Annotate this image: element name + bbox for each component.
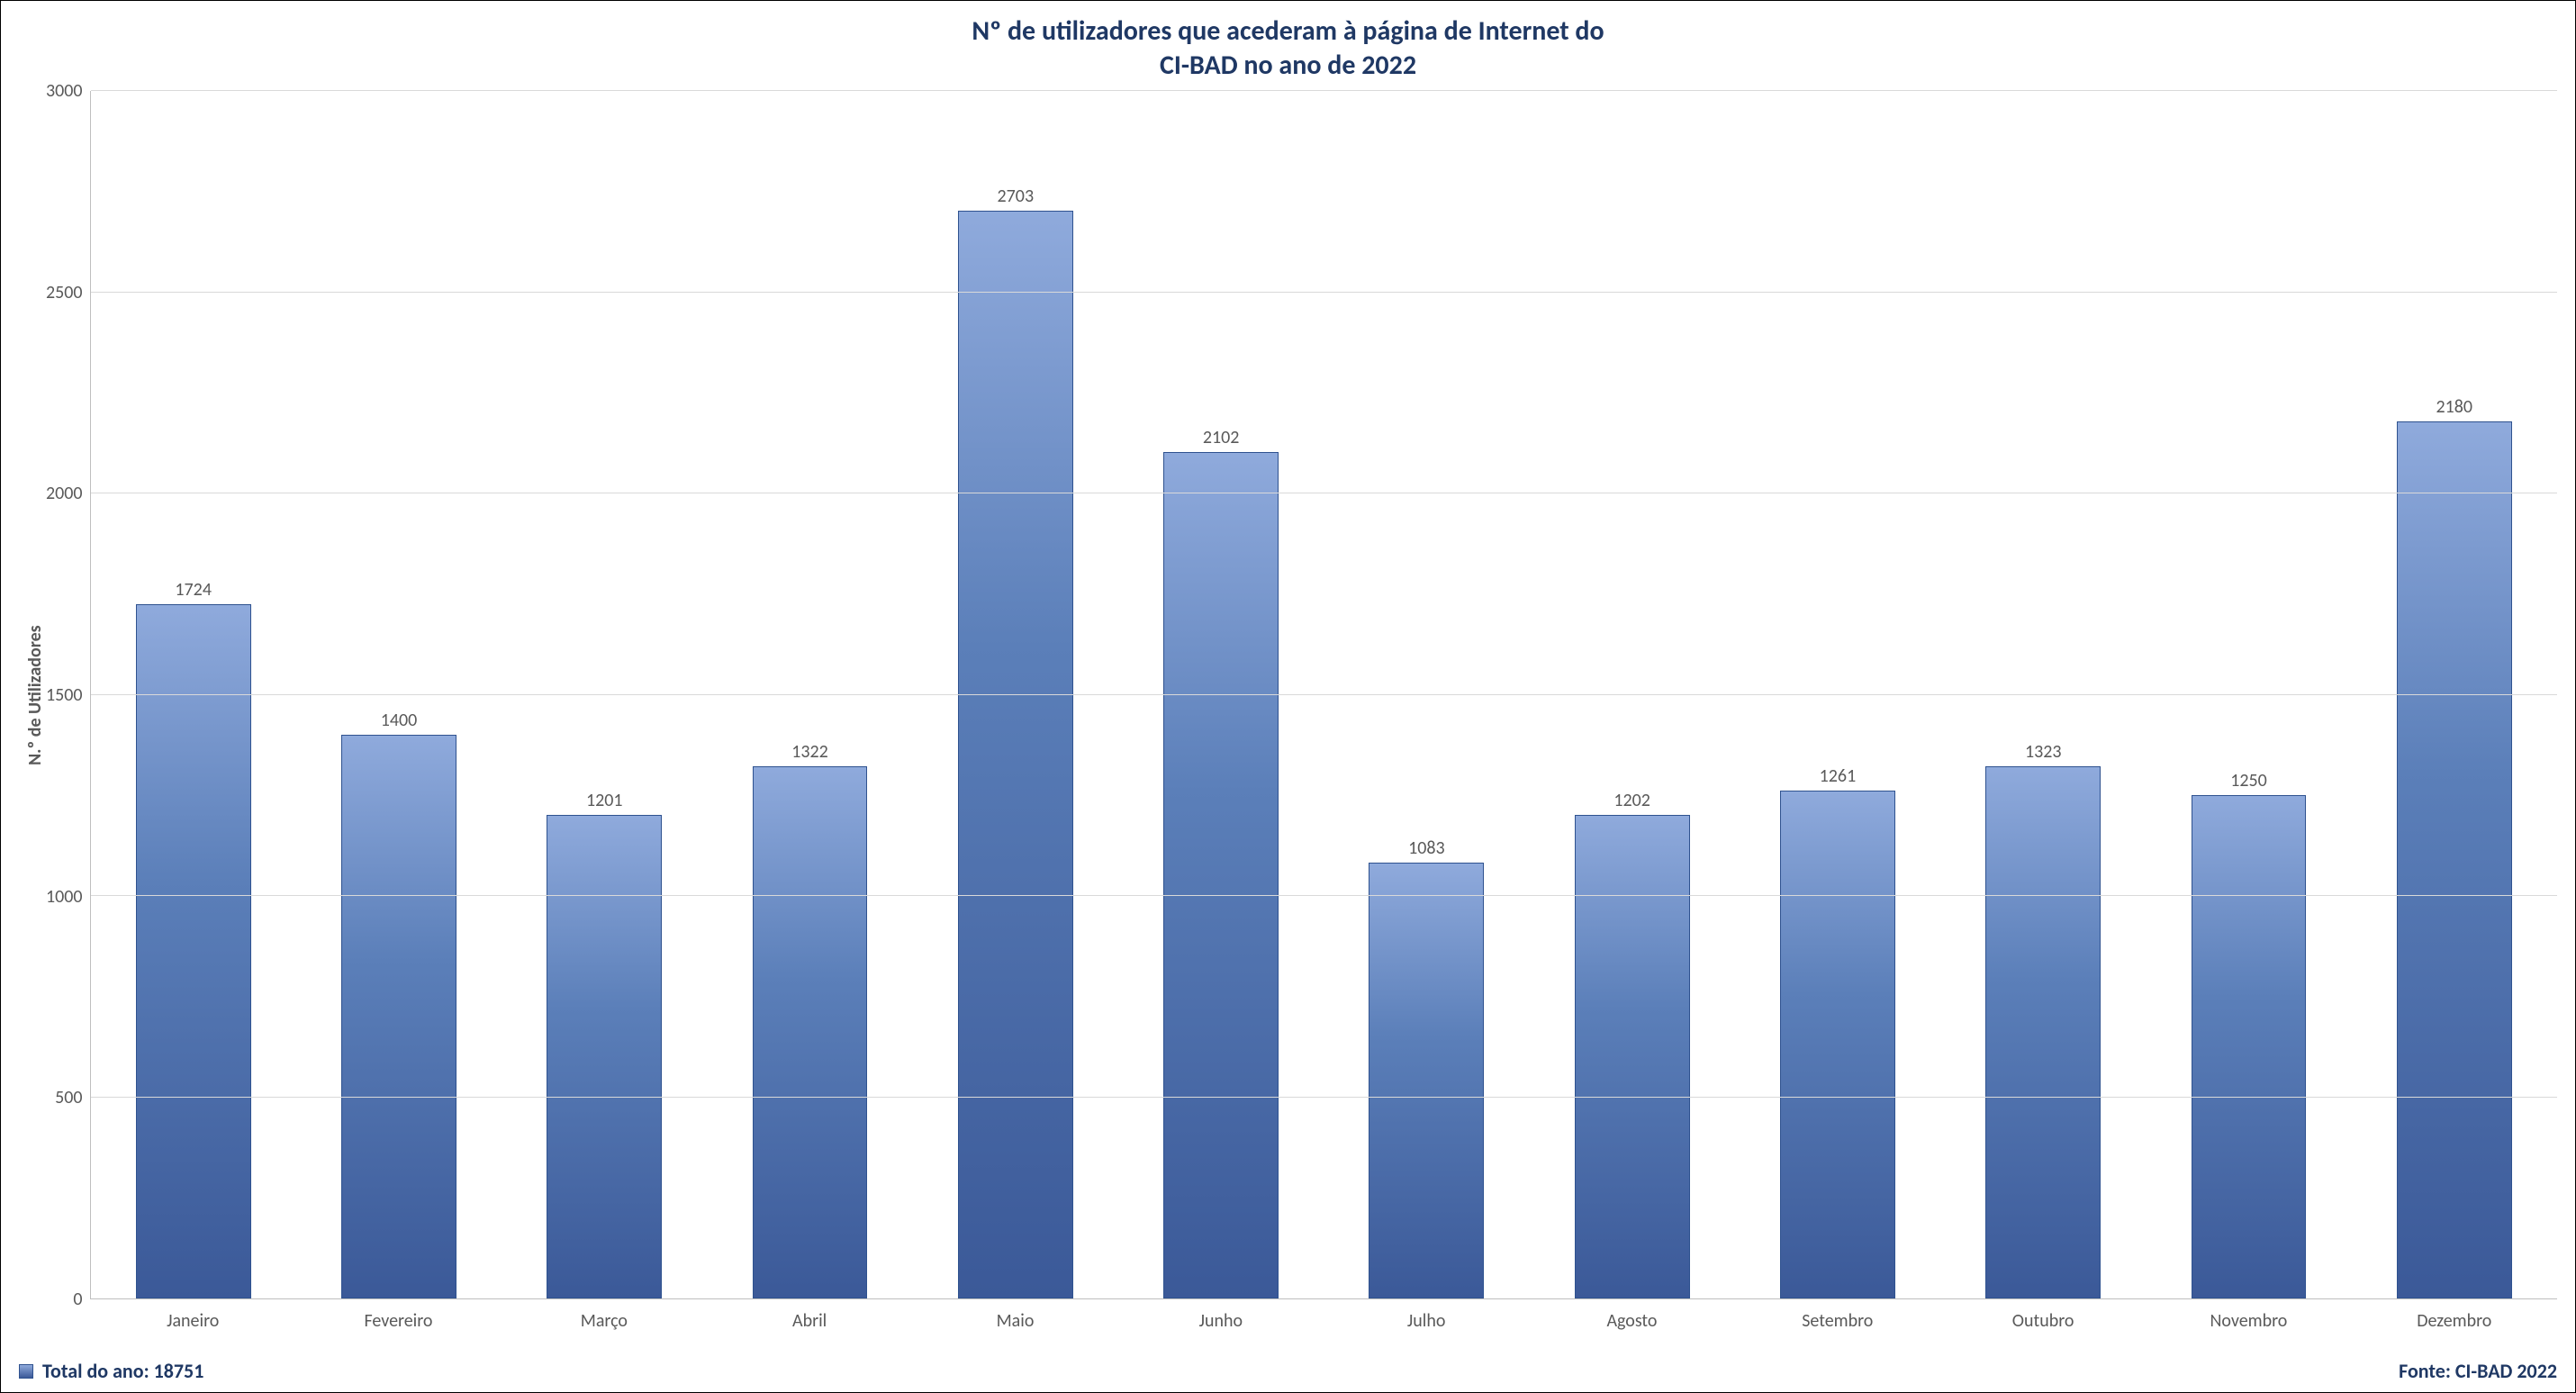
bar-slot: 2703 xyxy=(913,91,1118,1298)
bar-value-label: 1202 xyxy=(1613,790,1650,811)
legend-swatch xyxy=(19,1364,33,1379)
x-axis-label: Junho xyxy=(1118,1310,1324,1332)
x-axis-label: Dezembro xyxy=(2352,1310,2557,1332)
bar-value-label: 1250 xyxy=(2230,770,2267,791)
bar-slot: 2180 xyxy=(2352,91,2557,1298)
x-axis-label: Outubro xyxy=(1940,1310,2146,1332)
bar xyxy=(1575,815,1690,1298)
bar xyxy=(136,604,251,1298)
bar xyxy=(341,735,456,1298)
chart-body: N.º de Utilizadores 30002500200015001000… xyxy=(19,91,2557,1299)
bar-value-label: 1400 xyxy=(381,710,418,731)
bar-value-label: 1261 xyxy=(1820,765,1857,787)
bar-slot: 1083 xyxy=(1324,91,1529,1298)
bar xyxy=(1163,452,1279,1298)
x-axis-row: JaneiroFevereiroMarçoAbrilMaioJunhoJulho… xyxy=(19,1299,2557,1332)
chart-title: Nº de utilizadores que acederam à página… xyxy=(19,14,2557,82)
chart-frame: Nº de utilizadores que acederam à página… xyxy=(0,0,2576,1393)
bar-value-label: 1724 xyxy=(175,579,212,601)
x-axis-label: Janeiro xyxy=(90,1310,295,1332)
bar xyxy=(547,815,662,1298)
bar-value-label: 1083 xyxy=(1408,837,1445,859)
bar-value-label: 1323 xyxy=(2025,741,2062,763)
bar xyxy=(2192,795,2307,1298)
bar-value-label: 1322 xyxy=(791,741,828,763)
x-axis-label: Novembro xyxy=(2146,1310,2351,1332)
legend-text: Total do ano: 18751 xyxy=(42,1359,203,1383)
chart-title-line1: Nº de utilizadores que acederam à página… xyxy=(972,14,1604,48)
x-axis-label: Abril xyxy=(707,1310,912,1332)
bar xyxy=(2397,421,2512,1298)
grid-line xyxy=(91,292,2557,293)
x-axis-label: Setembro xyxy=(1735,1310,1940,1332)
bars-container: 1724 1400 1201 1322 2703 2102 1083 1202 1261 1323… xyxy=(91,91,2557,1298)
grid-line xyxy=(91,694,2557,695)
y-axis-ticks: 300025002000150010005000 xyxy=(46,91,90,1299)
chart-title-line2: CI-BAD no ano de 2022 xyxy=(1160,49,1416,82)
y-axis-label: N.º de Utilizadores xyxy=(19,91,46,1299)
x-axis-label: Julho xyxy=(1324,1310,1529,1332)
bar-slot: 1261 xyxy=(1735,91,1940,1298)
bar-slot: 1322 xyxy=(707,91,912,1298)
bar-slot: 1400 xyxy=(296,91,502,1298)
bar-slot: 1201 xyxy=(502,91,707,1298)
source-text: Fonte: CI-BAD 2022 xyxy=(2399,1359,2557,1383)
x-axis-label: Março xyxy=(502,1310,707,1332)
chart-footer: Total do ano: 18751 Fonte: CI-BAD 2022 xyxy=(19,1359,2557,1383)
grid-line xyxy=(91,1097,2557,1098)
bar-slot: 1323 xyxy=(1940,91,2146,1298)
bar-value-label: 2102 xyxy=(1203,427,1240,448)
x-axis-label: Maio xyxy=(912,1310,1117,1332)
x-axis-labels: JaneiroFevereiroMarçoAbrilMaioJunhoJulho… xyxy=(90,1310,2557,1332)
x-axis-label: Fevereiro xyxy=(295,1310,501,1332)
bar-slot: 1724 xyxy=(91,91,296,1298)
bar-slot: 2102 xyxy=(1118,91,1324,1298)
bar-value-label: 2703 xyxy=(998,185,1035,207)
bar-slot: 1202 xyxy=(1530,91,1735,1298)
bar xyxy=(958,211,1073,1298)
bar-value-label: 1201 xyxy=(586,790,623,811)
grid-line xyxy=(91,895,2557,896)
legend: Total do ano: 18751 xyxy=(19,1359,203,1383)
bar-value-label: 2180 xyxy=(2436,396,2473,418)
x-axis-label: Agosto xyxy=(1529,1310,1734,1332)
bar-slot: 1250 xyxy=(2146,91,2351,1298)
bar xyxy=(1985,766,2101,1298)
chart-area: N.º de Utilizadores 30002500200015001000… xyxy=(19,91,2557,1332)
plot-area: 1724 1400 1201 1322 2703 2102 1083 1202 1261 1323… xyxy=(90,91,2557,1299)
bar xyxy=(1780,791,1895,1298)
grid-line xyxy=(91,90,2557,91)
bar xyxy=(753,766,868,1298)
bar xyxy=(1369,863,1484,1298)
